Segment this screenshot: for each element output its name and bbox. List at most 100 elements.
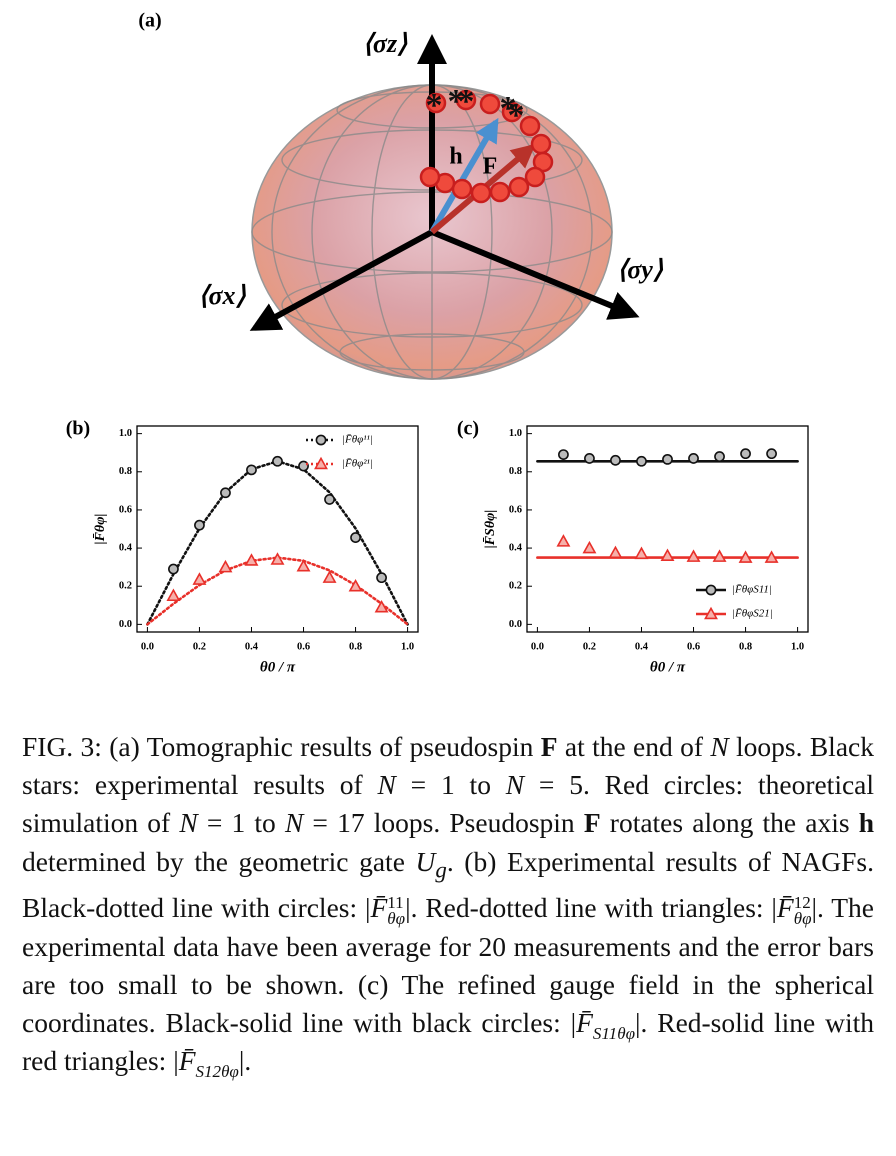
caption-text: = 5. Red circles: theoretical simulation… (22, 769, 875, 839)
marker (712, 549, 727, 562)
caption-text: |. Red-solid line with red triangles: | (22, 1006, 874, 1077)
x-tick-label: 0.8 (349, 641, 362, 652)
y-tick-label: 0.8 (509, 466, 522, 477)
axes-3d (249, 34, 640, 331)
x-tick-label: 0.6 (687, 641, 700, 652)
caption-text: 12 (793, 892, 811, 912)
marker (272, 455, 283, 467)
marker (168, 563, 179, 575)
x-tick-label: 1.0 (401, 641, 414, 652)
marker (634, 546, 649, 560)
caption-text: determined by the geometric gate (22, 845, 416, 877)
axis-label: ⟨σz⟩ (363, 29, 408, 58)
caption-text: 11 (387, 892, 404, 912)
x-tick-label: 1.0 (791, 641, 804, 652)
marker (296, 558, 311, 572)
x-axis-label: θ0 / π (260, 659, 296, 675)
marker (244, 553, 259, 566)
y-tick-label: 0.6 (119, 504, 132, 515)
caption-text: θφ (387, 909, 406, 929)
marker (764, 550, 779, 563)
y-tick-label: 0.0 (509, 619, 522, 630)
y-tick-label: 0.4 (509, 542, 523, 553)
simulation-circles (419, 89, 554, 204)
caption-text: at the end of (557, 731, 711, 762)
x-tick-label: 0.0 (531, 641, 544, 652)
axis-label: ⟨σy⟩ (617, 255, 664, 284)
panel-label: (b) (66, 418, 90, 440)
caption-text: F (583, 807, 601, 839)
marker (636, 455, 647, 467)
legend-label: |F̄θφ²¹| (342, 458, 373, 470)
caption-text: θφ (793, 909, 812, 929)
y-tick-label: 0.0 (119, 619, 132, 630)
x-axis-label: θ0 / π (650, 659, 686, 675)
x-tick-label: 0.2 (193, 641, 206, 652)
marker (558, 449, 569, 461)
caption-text: N (377, 769, 396, 801)
marker (705, 584, 717, 596)
caption-text: = 1 to (395, 769, 506, 801)
vector-label: h (449, 144, 462, 170)
marker (740, 448, 751, 460)
fit-line (146, 556, 409, 626)
svg-text:*: * (508, 97, 525, 134)
figure: * ** ** (a) ⟨σz⟩ ⟨σx⟩ ⟨σy⟩ h F 0.0 0.2 0.4 0.… (66, 10, 809, 675)
caption-text: S11 (592, 1023, 618, 1043)
svg-text:*: * (458, 83, 475, 120)
y-axis-label: |F̄Sθφ| (483, 510, 498, 549)
caption-text: loops. Black stars: experimental results… (22, 731, 874, 801)
x-tick-label: 0.4 (635, 641, 649, 652)
caption-text: |. Red-dotted line with triangles: | (405, 892, 777, 924)
marker (660, 548, 675, 561)
marker (270, 552, 285, 565)
caption-text: = 1 to (197, 807, 285, 839)
caption-text: . (b) Experimental results of NAGFs. Bla… (22, 845, 875, 924)
marker (714, 451, 725, 462)
legend-label: |F̄θφS11| (732, 584, 772, 596)
y-tick-label: 0.2 (509, 581, 522, 592)
caption-text: N (179, 807, 198, 839)
plot-frame (526, 425, 809, 633)
caption-text: θφ (617, 1023, 635, 1043)
marker (582, 540, 597, 554)
axis-label: ⟨σx⟩ (198, 281, 246, 310)
caption-text: N (284, 807, 304, 839)
marker (584, 453, 595, 464)
marker (704, 606, 718, 620)
x-tick-label: 0.4 (245, 641, 259, 652)
y-tick-label: 0.8 (119, 466, 132, 477)
caption-text: N (710, 731, 729, 762)
marker (662, 453, 673, 465)
marker (610, 454, 621, 466)
caption-text: N (505, 769, 525, 801)
caption-text: F (540, 731, 558, 762)
x-tick-label: 0.2 (583, 641, 596, 652)
marker (315, 434, 327, 446)
caption-text: F̄ (370, 892, 388, 924)
caption-text: FIG. 3: (a) Tomographic results of pseud… (22, 731, 541, 762)
x-tick-label: 0.0 (141, 641, 154, 652)
y-tick-label: 0.4 (119, 542, 133, 553)
marker (688, 453, 699, 464)
marker (192, 572, 207, 585)
y-tick-label: 1.0 (509, 428, 522, 439)
caption-text: F̄ (776, 892, 794, 924)
marker (218, 559, 233, 573)
marker (166, 588, 181, 602)
marker (556, 534, 571, 547)
marker (246, 464, 257, 476)
caption-text: S12 (195, 1061, 222, 1081)
marker (322, 570, 337, 583)
marker (766, 448, 777, 460)
svg-text:*: * (426, 87, 443, 124)
y-tick-label: 0.2 (119, 581, 132, 592)
caption-text: |. The experimental data have been avera… (22, 892, 874, 1038)
panel-label: (a) (138, 10, 161, 32)
vector-label: F (483, 154, 498, 180)
fit-line (146, 459, 409, 626)
svg-text:*: * (448, 83, 465, 120)
marker (220, 487, 231, 499)
marker (348, 578, 363, 592)
